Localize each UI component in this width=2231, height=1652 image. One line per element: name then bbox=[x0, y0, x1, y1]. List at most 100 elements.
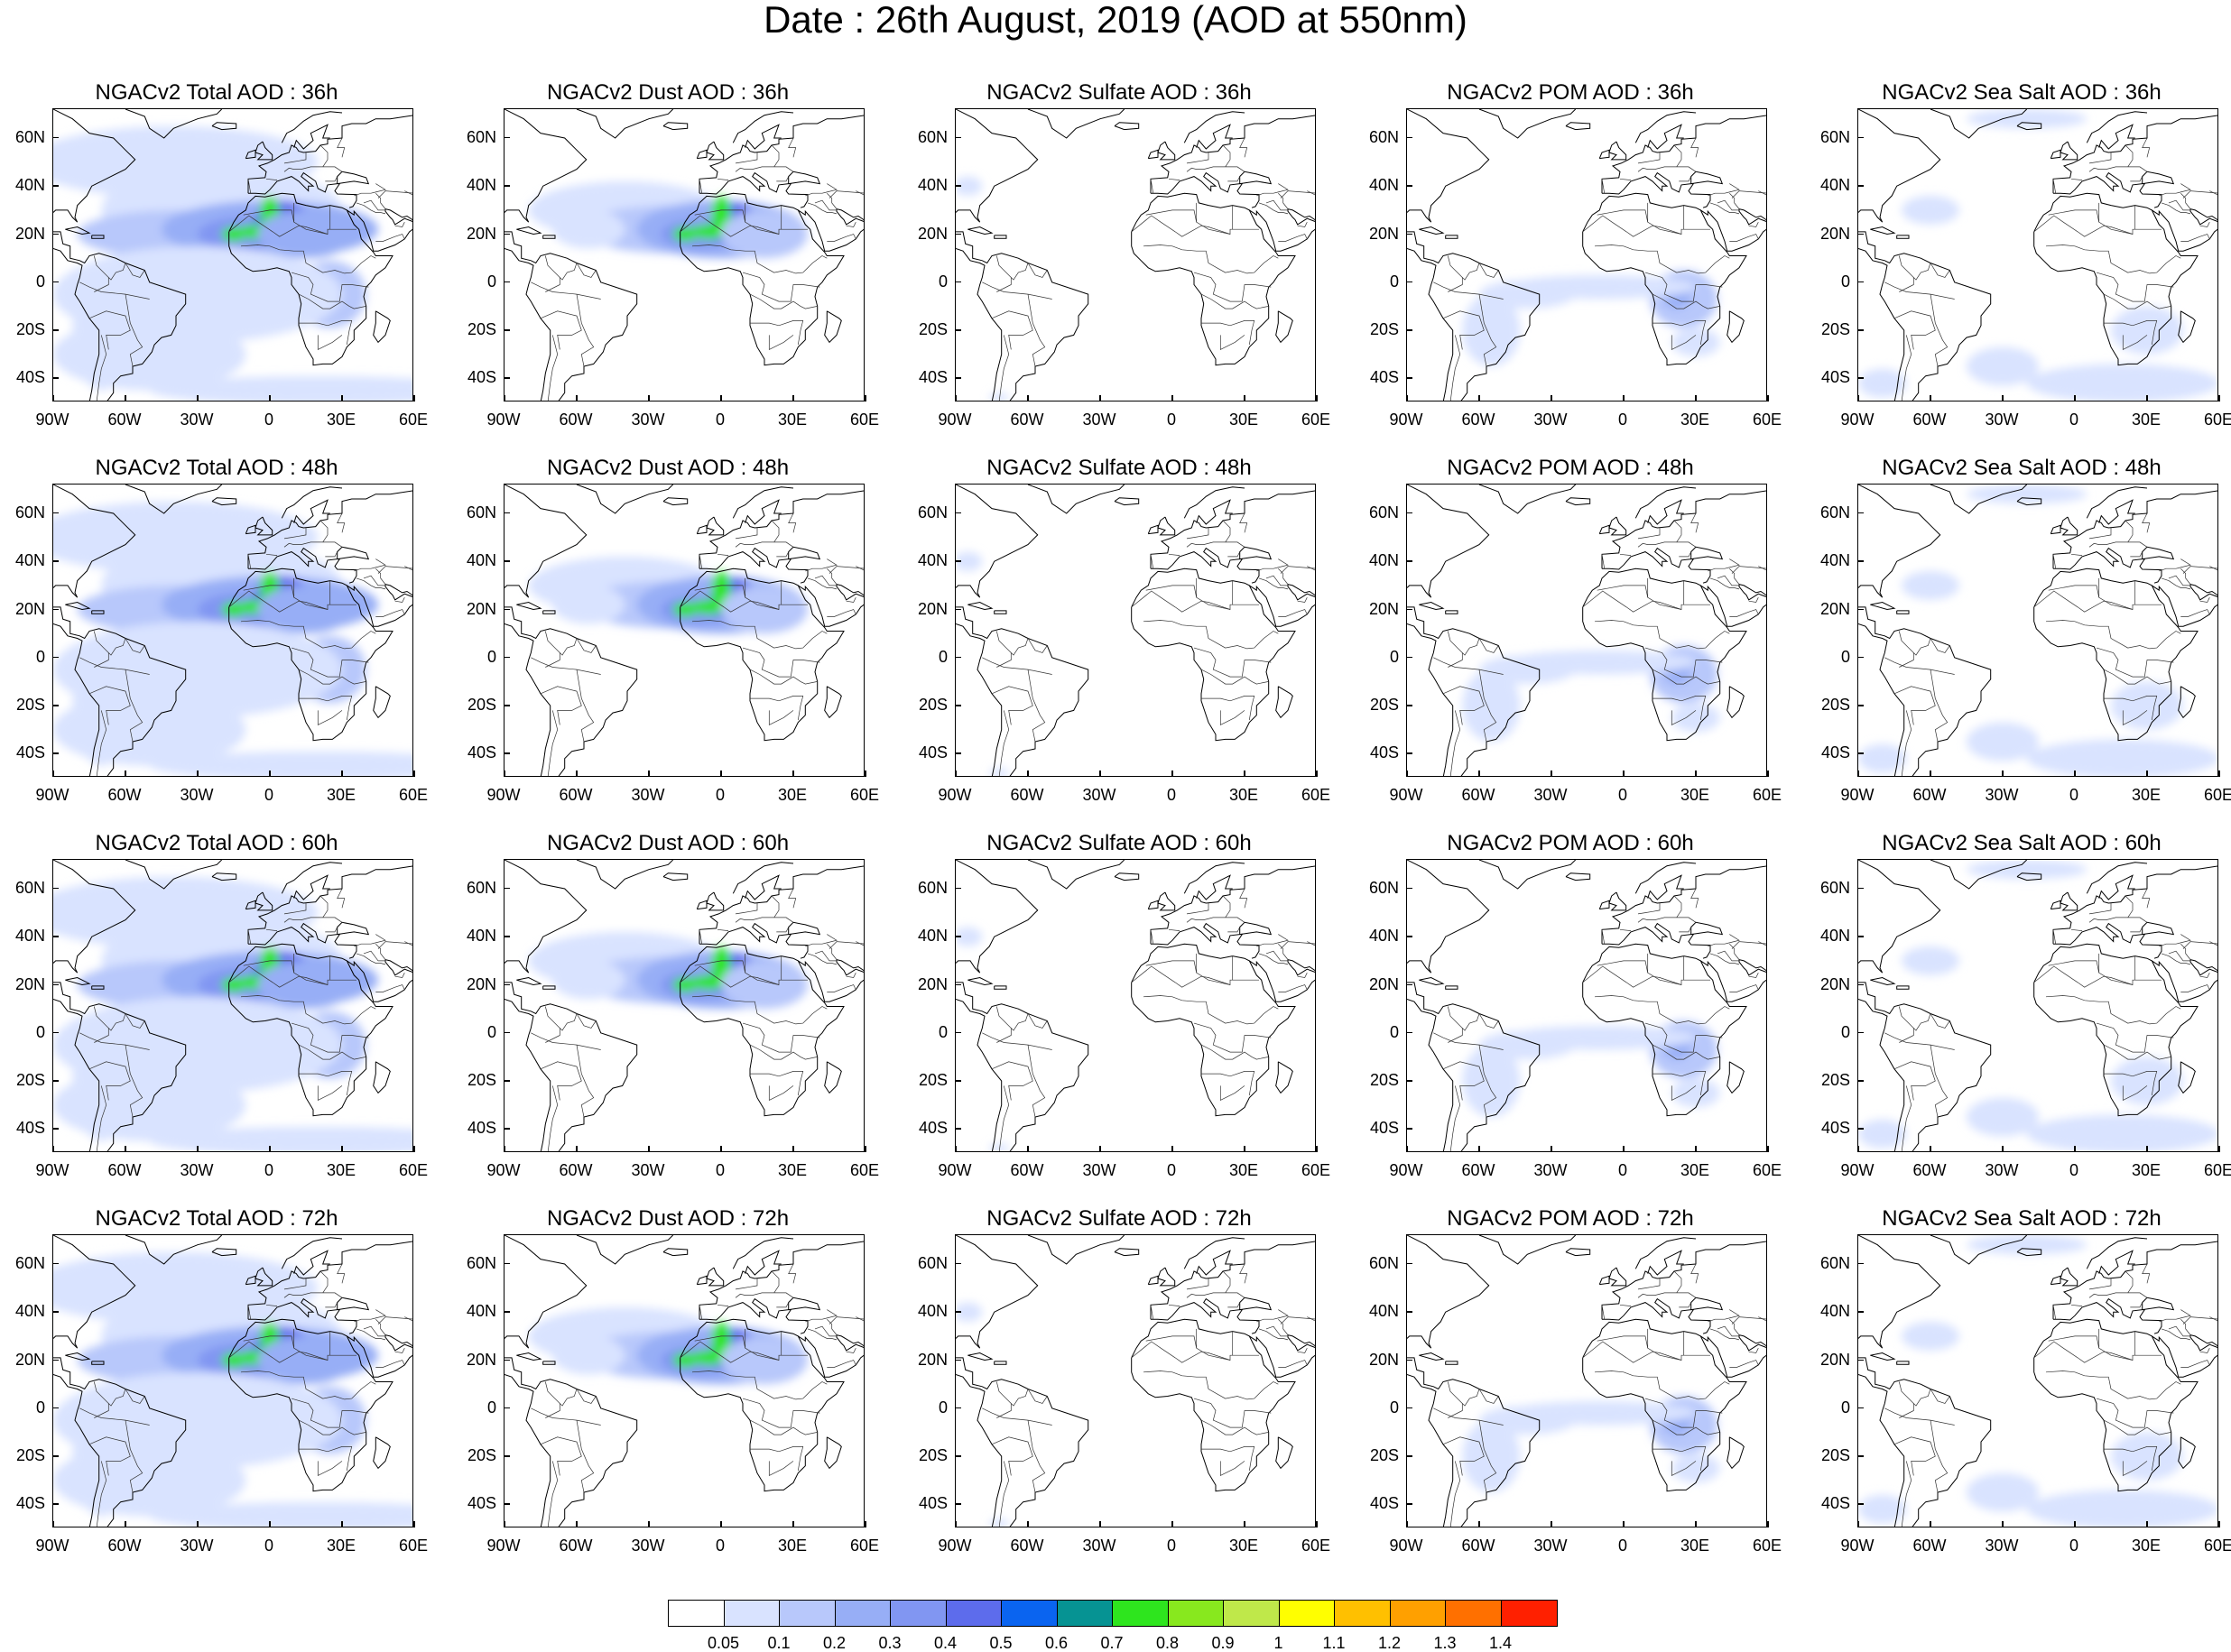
longitude-tick bbox=[1027, 771, 1029, 777]
country-border bbox=[88, 1061, 131, 1101]
coastline bbox=[1582, 568, 1747, 742]
latitude-tick bbox=[52, 1031, 59, 1034]
longitude-tick bbox=[1930, 771, 1931, 777]
country-border bbox=[125, 638, 145, 653]
country-border bbox=[1011, 263, 1029, 281]
country-border bbox=[1478, 1389, 1499, 1404]
coastline bbox=[293, 1250, 330, 1276]
map-canvas bbox=[1858, 485, 2217, 776]
country-border bbox=[1442, 310, 1485, 350]
coastline bbox=[1647, 499, 1684, 525]
country-border bbox=[827, 192, 838, 209]
country-border bbox=[1278, 568, 1289, 585]
coastline bbox=[1027, 860, 1125, 890]
latitude-label: 20N bbox=[466, 599, 496, 618]
coastline bbox=[1249, 1335, 1315, 1378]
coastline bbox=[1478, 485, 1577, 514]
country-border bbox=[1449, 335, 1461, 401]
longitude-tick bbox=[52, 771, 54, 777]
colorbar-box bbox=[1335, 1601, 1391, 1626]
latitude-tick bbox=[1857, 1128, 1864, 1130]
map-frame bbox=[1406, 484, 1767, 777]
longitude-label: 0 bbox=[2069, 1537, 2078, 1555]
country-border bbox=[125, 294, 143, 367]
latitude-label: 40N bbox=[1819, 1302, 1850, 1321]
longitude-tick bbox=[1316, 1521, 1318, 1527]
latitude-label: 40N bbox=[1368, 927, 1399, 946]
longitude-tick bbox=[1406, 1521, 1408, 1527]
country-border bbox=[356, 202, 386, 215]
longitude-label: 30W bbox=[1082, 786, 1116, 804]
coastline bbox=[1183, 486, 1245, 519]
country-border bbox=[1222, 520, 1231, 543]
coastline bbox=[373, 1061, 391, 1094]
country-border bbox=[1186, 528, 1209, 540]
coastline bbox=[516, 1352, 542, 1361]
country-border bbox=[2096, 272, 2174, 302]
country-border bbox=[1227, 176, 1241, 182]
country-border bbox=[2159, 183, 2191, 197]
map-canvas bbox=[505, 1235, 864, 1527]
country-border bbox=[1644, 272, 1723, 302]
coastline bbox=[1598, 149, 1610, 160]
coastline bbox=[1445, 985, 1458, 990]
country-border bbox=[1239, 1263, 1248, 1284]
longitude-tick bbox=[1171, 771, 1173, 777]
latitude-label: 40S bbox=[1369, 1119, 1399, 1138]
coastline bbox=[956, 109, 1039, 223]
aod-region bbox=[672, 977, 698, 992]
aod-region bbox=[1858, 368, 1907, 398]
longitude-label: 60W bbox=[107, 1537, 142, 1555]
longitude-tick bbox=[1857, 1146, 1859, 1152]
coastline bbox=[1647, 124, 1684, 150]
latitude-tick bbox=[1857, 512, 1864, 514]
coastline bbox=[91, 1361, 105, 1365]
longitude-tick bbox=[1406, 771, 1408, 777]
latitude-label: 60N bbox=[466, 878, 496, 897]
country-border bbox=[735, 1292, 794, 1298]
coastline bbox=[1407, 606, 1541, 776]
country-border bbox=[829, 190, 864, 198]
country-border bbox=[1193, 647, 1272, 678]
country-border bbox=[2180, 234, 2210, 242]
coastline bbox=[2086, 111, 2148, 143]
country-border bbox=[2045, 245, 2181, 274]
country-border bbox=[1280, 941, 1315, 949]
latitude-label: 0 bbox=[938, 272, 948, 291]
latitude-tick bbox=[955, 1503, 961, 1505]
country-border bbox=[2125, 520, 2134, 543]
country-border bbox=[2168, 1325, 2190, 1337]
coastline bbox=[967, 226, 994, 235]
coastline bbox=[1151, 171, 1260, 208]
coastline bbox=[1114, 497, 1140, 506]
latitude-tick bbox=[52, 752, 59, 754]
country-border bbox=[1027, 1045, 1046, 1118]
country-border bbox=[2096, 1398, 2174, 1428]
coastline bbox=[1582, 943, 1747, 1117]
country-border bbox=[317, 1085, 343, 1101]
coastline bbox=[125, 485, 223, 514]
panel-title: NGACv2 Dust AOD : 36h bbox=[546, 80, 790, 105]
latitude-label: 0 bbox=[35, 647, 45, 666]
latitude-tick bbox=[955, 377, 961, 379]
longitude-label: 30E bbox=[777, 786, 808, 804]
map-frame bbox=[955, 859, 1316, 1152]
country-border bbox=[547, 1461, 559, 1527]
map-panel: NGACv2 Dust AOD : 36h 60N 40N 20N 0 20S 40S 90W… bbox=[451, 81, 879, 442]
country-border bbox=[2130, 176, 2143, 182]
country-border bbox=[1652, 1044, 1720, 1060]
map-frame bbox=[1406, 1234, 1767, 1527]
coastline bbox=[91, 985, 105, 990]
country-border bbox=[325, 1302, 338, 1308]
coastline bbox=[1239, 1297, 1273, 1311]
aod-region bbox=[2111, 1057, 2183, 1105]
country-border bbox=[750, 696, 804, 721]
coastline bbox=[2142, 921, 2175, 936]
coastline bbox=[2098, 874, 2135, 900]
colorbar-box bbox=[1390, 1601, 1446, 1626]
longitude-tick bbox=[2074, 1146, 2076, 1152]
colorbar-box bbox=[1168, 1601, 1224, 1626]
longitude-label: 30E bbox=[326, 411, 356, 429]
country-border bbox=[1256, 183, 1289, 197]
coastline bbox=[788, 921, 821, 936]
